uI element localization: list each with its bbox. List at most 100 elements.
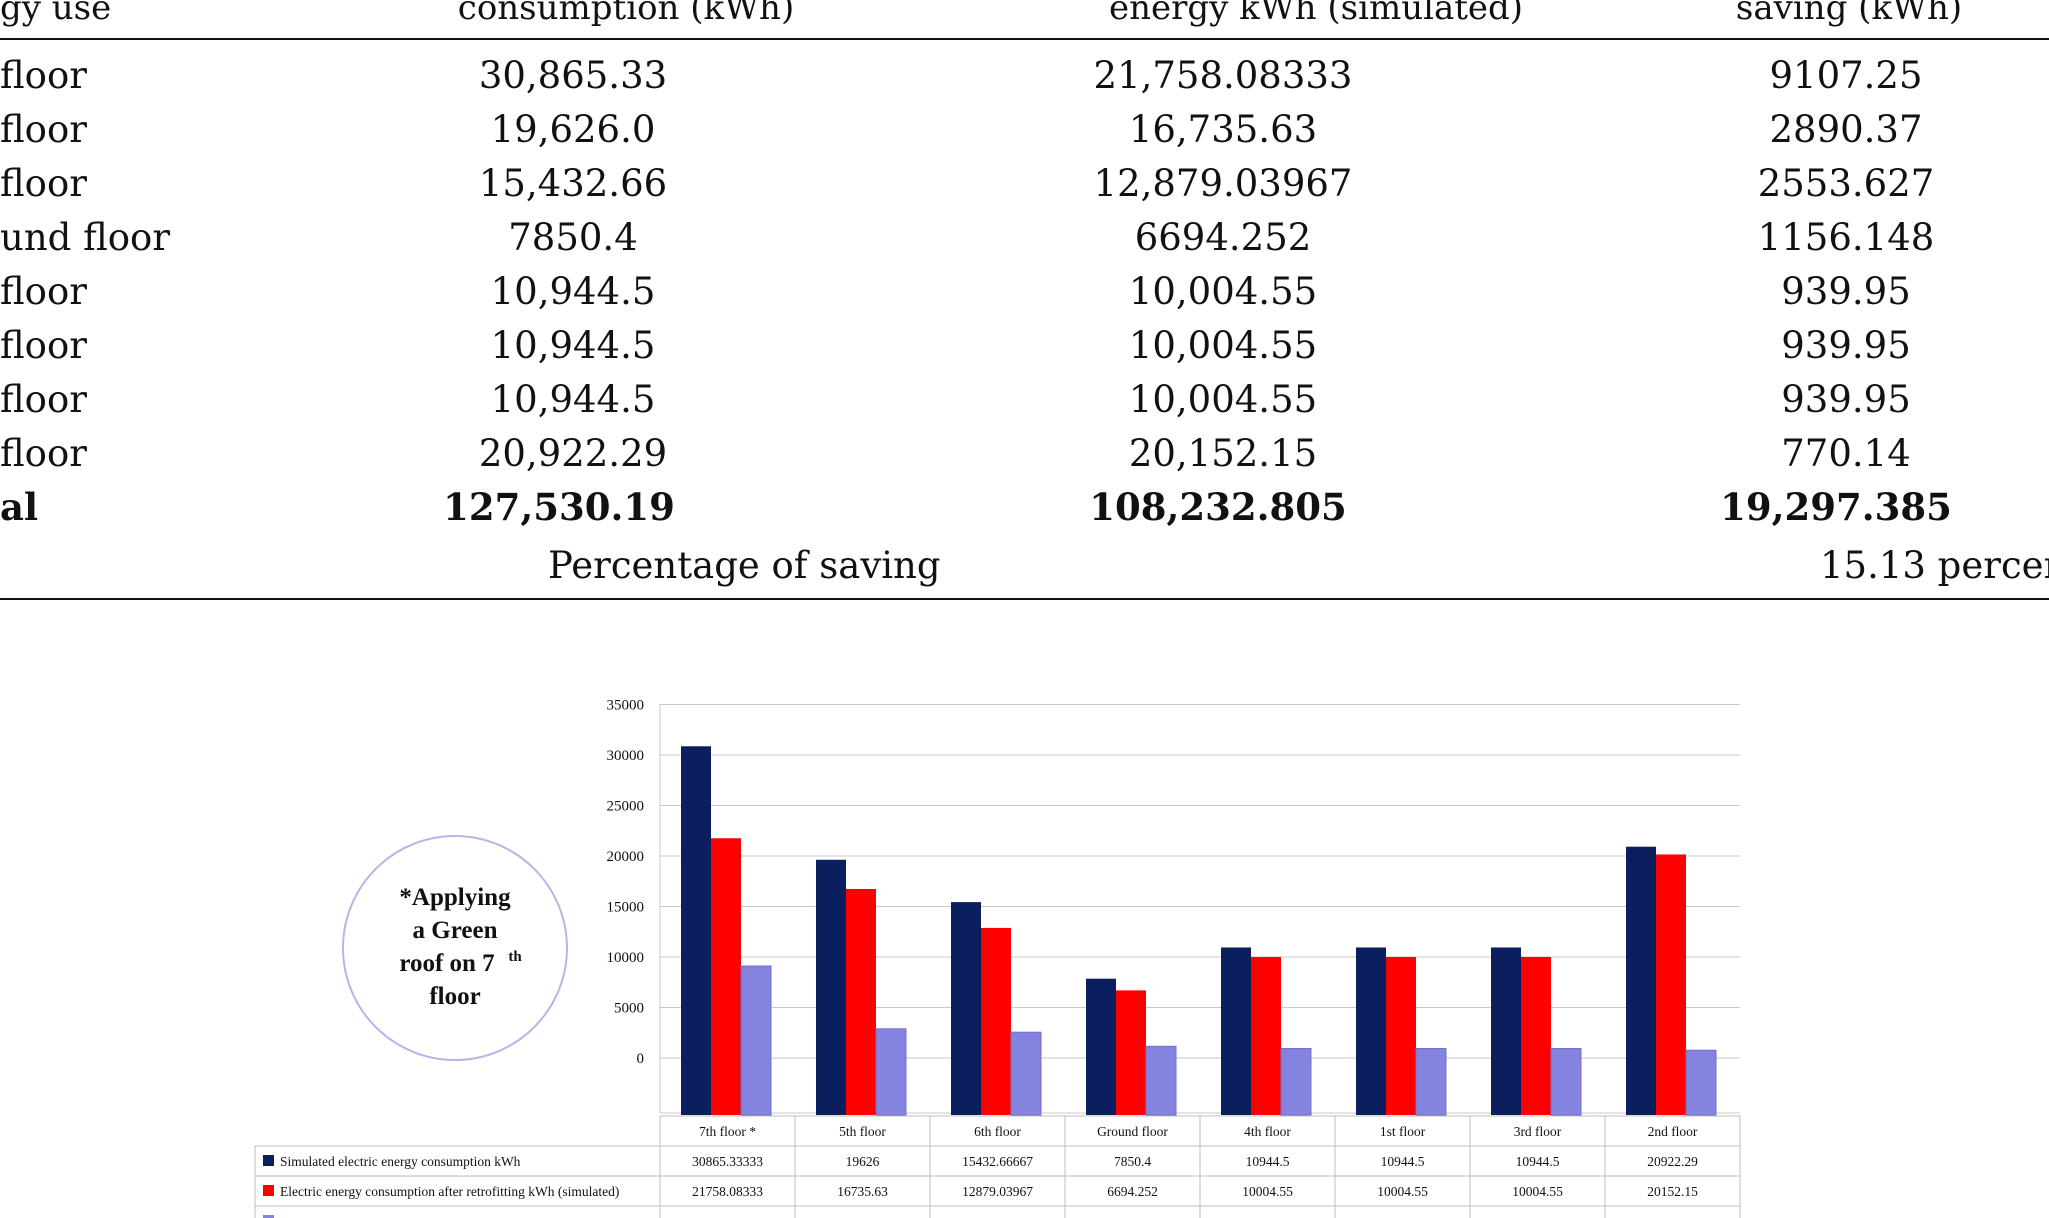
bar-saving-5 bbox=[1415, 1048, 1447, 1116]
total-consumption: 127,530.19 bbox=[443, 485, 675, 529]
table-row-2-label: floor bbox=[0, 162, 87, 205]
table-row-4-c1: 10,944.5 bbox=[490, 270, 656, 313]
value-cell bbox=[1064, 1205, 1201, 1218]
table-row-0-c1: 30,865.33 bbox=[478, 54, 668, 97]
bar-simulated-3 bbox=[1086, 978, 1116, 1115]
y-tick-label: 5000 bbox=[614, 1001, 644, 1017]
data-label: 30865.33333 bbox=[692, 1154, 763, 1169]
bar-saving-1 bbox=[875, 1028, 907, 1116]
data-label: 10944.5 bbox=[1246, 1154, 1290, 1169]
table-row-5-c3: 939.95 bbox=[1781, 324, 1911, 367]
bar-retrofit-5 bbox=[1386, 956, 1416, 1115]
table-row-2-c2: 12,879.03967 bbox=[1093, 162, 1353, 205]
table-bottom-rule bbox=[0, 598, 2049, 600]
bar-saving-0 bbox=[740, 965, 772, 1116]
table-row-2-c1: 15,432.66 bbox=[478, 162, 668, 205]
category-label: 7th floor * bbox=[699, 1124, 756, 1139]
table-row-4-c3: 939.95 bbox=[1781, 270, 1911, 313]
header-saving: saving (kWh) bbox=[1735, 0, 1963, 28]
category-label: 5th floor bbox=[839, 1124, 886, 1139]
annotation-text: *Applying bbox=[399, 884, 511, 911]
table-row-7-label: floor bbox=[0, 432, 87, 475]
percentage-value: 15.13 percent bbox=[1820, 544, 2049, 587]
annotation-text: a Green bbox=[413, 917, 498, 944]
legend-entry: Electric energy consumption after retrof… bbox=[280, 1184, 619, 1199]
table-row-6-c2: 10,004.55 bbox=[1128, 378, 1318, 421]
data-label: 10004.55 bbox=[1512, 1184, 1563, 1199]
bar-retrofit-7 bbox=[1656, 854, 1686, 1115]
table-row-3-c3: 1156.148 bbox=[1757, 216, 1935, 259]
bar-simulated-2 bbox=[951, 902, 981, 1115]
table-row-5-label: floor bbox=[0, 324, 87, 367]
table-row-5-c1: 10,944.5 bbox=[490, 324, 656, 367]
legend-swatch-1 bbox=[263, 1185, 274, 1196]
bar-saving-3 bbox=[1145, 1045, 1177, 1116]
category-label: 6th floor bbox=[974, 1124, 1021, 1139]
data-label: 12879.03967 bbox=[962, 1184, 1033, 1199]
bar-retrofit-6 bbox=[1521, 956, 1551, 1115]
value-cell bbox=[794, 1205, 931, 1218]
category-label: 4th floor bbox=[1244, 1124, 1291, 1139]
table-row-7-c3: 770.14 bbox=[1781, 432, 1911, 475]
value-cell bbox=[1334, 1205, 1471, 1218]
y-tick-label: 30000 bbox=[607, 748, 645, 764]
category-label: 3rd floor bbox=[1514, 1124, 1562, 1139]
data-label: 21758.08333 bbox=[692, 1184, 763, 1199]
table-row-6-label: floor bbox=[0, 378, 87, 421]
data-label: 10004.55 bbox=[1242, 1184, 1293, 1199]
bar-simulated-0 bbox=[681, 746, 711, 1115]
total-simulated: 108,232.805 bbox=[1089, 485, 1347, 529]
bar-simulated-6 bbox=[1491, 947, 1521, 1115]
annotation-superscript: th bbox=[508, 949, 522, 965]
bar-retrofit-3 bbox=[1116, 990, 1146, 1115]
data-label: 20152.15 bbox=[1647, 1184, 1698, 1199]
bar-retrofit-4 bbox=[1251, 956, 1281, 1115]
value-cell bbox=[659, 1205, 796, 1218]
bar-saving-4 bbox=[1280, 1048, 1312, 1116]
table-row-0-c2: 21,758.08333 bbox=[1093, 54, 1353, 97]
y-tick-label: 10000 bbox=[607, 950, 645, 966]
bar-saving-6 bbox=[1550, 1048, 1582, 1116]
percentage-label: Percentage of saving bbox=[548, 544, 941, 587]
category-label: 2nd floor bbox=[1648, 1124, 1698, 1139]
y-tick-label: 20000 bbox=[607, 849, 645, 865]
table-row-1-c3: 2890.37 bbox=[1769, 108, 1923, 151]
category-label: Ground floor bbox=[1097, 1124, 1168, 1139]
total-saving: 19,297.385 bbox=[1720, 485, 1952, 529]
legend-swatch-2 bbox=[263, 1215, 274, 1218]
y-tick-label: 0 bbox=[637, 1051, 645, 1067]
bar-retrofit-1 bbox=[846, 888, 876, 1115]
table-row-0-label: floor bbox=[0, 54, 87, 97]
table-row-1-label: floor bbox=[0, 108, 87, 151]
table-row-7-c1: 20,922.29 bbox=[478, 432, 668, 475]
table-row-1-c2: 16,735.63 bbox=[1128, 108, 1318, 151]
table-row-2-c3: 2553.627 bbox=[1757, 162, 1935, 205]
table-row-6-c3: 939.95 bbox=[1781, 378, 1911, 421]
table-row-3-c1: 7850.4 bbox=[508, 216, 638, 259]
data-label: 19626 bbox=[846, 1154, 880, 1169]
value-cell bbox=[1199, 1205, 1336, 1218]
annotation-circle bbox=[342, 835, 568, 1061]
data-label: 7850.4 bbox=[1114, 1154, 1151, 1169]
bar-simulated-7 bbox=[1626, 846, 1656, 1115]
data-label: 16735.63 bbox=[837, 1184, 888, 1199]
legend-cell-2 bbox=[254, 1205, 661, 1218]
energy-saving-table: gy use consumption (kWh) energy kWh (sim… bbox=[0, 0, 2049, 602]
data-label: 6694.252 bbox=[1107, 1184, 1158, 1199]
data-label: 10004.55 bbox=[1377, 1184, 1428, 1199]
legend-entry: Simulated electric energy consumption kW… bbox=[280, 1154, 521, 1169]
table-row-1-c1: 19,626.0 bbox=[490, 108, 656, 151]
table-row-0-c3: 9107.25 bbox=[1769, 54, 1923, 97]
header-energy-use: gy use bbox=[0, 0, 112, 28]
annotation-text: roof on 7 bbox=[399, 950, 494, 977]
data-label: 20922.29 bbox=[1647, 1154, 1698, 1169]
table-row-3-c2: 6694.252 bbox=[1134, 216, 1312, 259]
header-simulated-energy: energy kWh (simulated) bbox=[1108, 0, 1524, 28]
bar-simulated-4 bbox=[1221, 947, 1251, 1115]
table-top-rule bbox=[0, 38, 2049, 40]
table-row-6-c1: 10,944.5 bbox=[490, 378, 656, 421]
table-row-5-c2: 10,004.55 bbox=[1128, 324, 1318, 367]
header-consumption: consumption (kWh) bbox=[457, 0, 795, 28]
value-cell bbox=[1604, 1205, 1741, 1218]
table-row-4-c2: 10,004.55 bbox=[1128, 270, 1318, 313]
